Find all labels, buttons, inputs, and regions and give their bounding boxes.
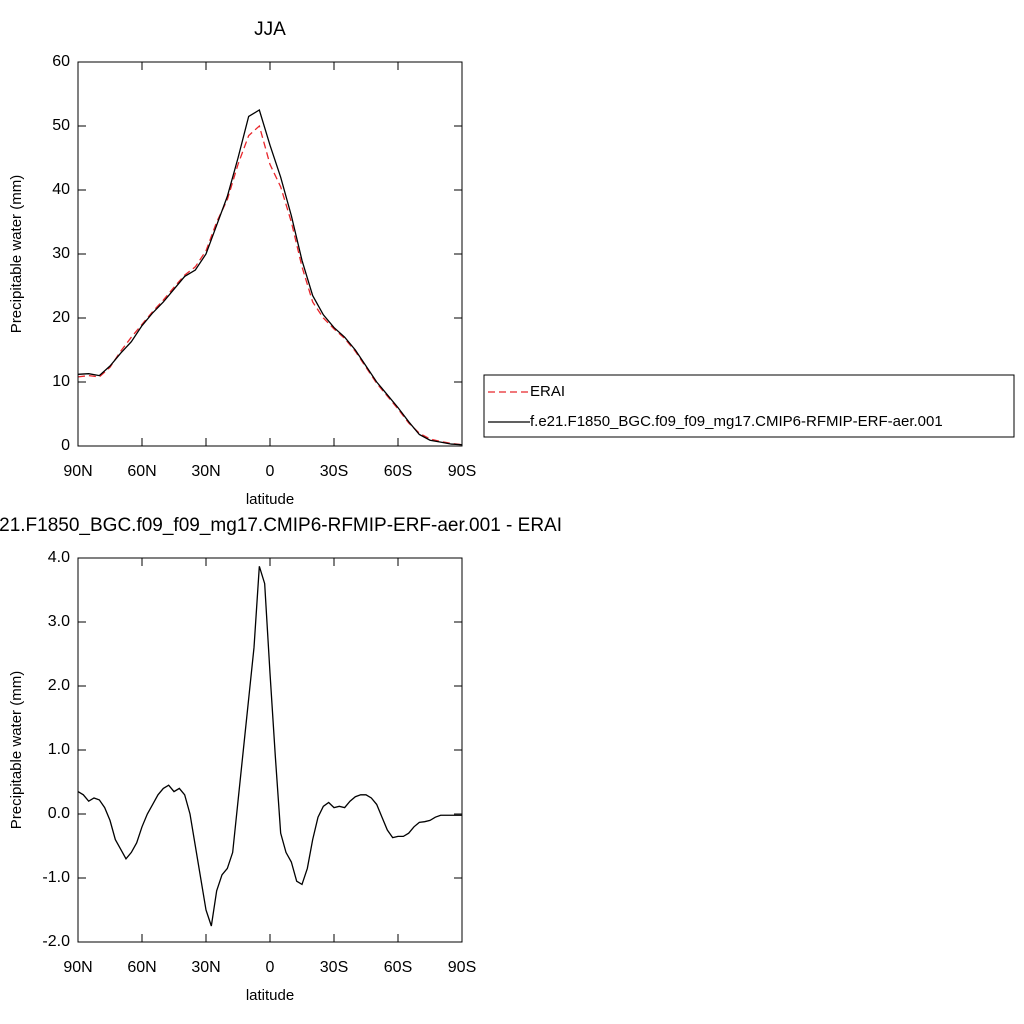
y-tick-label: 3.0 xyxy=(48,613,70,630)
x-tick-label: 60N xyxy=(127,959,156,976)
y-tick-label: -2.0 xyxy=(42,933,70,950)
y-tick-label: 0.0 xyxy=(48,805,70,822)
x-tick-label: 0 xyxy=(266,959,275,976)
y-tick-label: 40 xyxy=(52,181,70,198)
y-tick-label: 4.0 xyxy=(48,549,70,566)
y-axis-label: Precipitable water (mm) xyxy=(8,175,25,333)
y-tick-label: 2.0 xyxy=(48,677,70,694)
y-tick-label: 60 xyxy=(52,53,70,70)
chart-title: f.e21.F1850_BGC.f09_f09_mg17.CMIP6-RFMIP… xyxy=(0,515,562,536)
x-tick-label: 0 xyxy=(266,463,275,480)
x-tick-label: 60S xyxy=(384,463,412,480)
y-tick-label: 50 xyxy=(52,117,70,134)
x-tick-label: 60N xyxy=(127,463,156,480)
x-tick-label: 90N xyxy=(63,463,92,480)
y-tick-label: 30 xyxy=(52,245,70,262)
plot-frame xyxy=(77,557,463,943)
data-line xyxy=(77,109,463,446)
x-axis-label: latitude xyxy=(246,491,294,508)
y-tick-label: 0 xyxy=(61,437,70,454)
x-tick-label: 30N xyxy=(191,463,220,480)
y-tick-label: 10 xyxy=(52,373,70,390)
y-tick-label: 1.0 xyxy=(48,741,70,758)
y-tick-label: 20 xyxy=(52,309,70,326)
x-tick-label: 90S xyxy=(448,959,476,976)
legend-label: f.e21.F1850_BGC.f09_f09_mg17.CMIP6-RFMIP… xyxy=(530,413,943,430)
x-tick-label: 30N xyxy=(191,959,220,976)
x-tick-label: 90S xyxy=(448,463,476,480)
data-line xyxy=(77,566,462,927)
legend-box xyxy=(483,374,1015,438)
data-line xyxy=(77,124,463,446)
x-axis-label: latitude xyxy=(246,987,294,1004)
x-tick-label: 60S xyxy=(384,959,412,976)
x-tick-label: 30S xyxy=(320,959,348,976)
x-tick-label: 90N xyxy=(63,959,92,976)
legend-label: ERAI xyxy=(530,383,565,400)
y-axis-label: Precipitable water (mm) xyxy=(8,671,25,829)
chart-title: JJA xyxy=(254,19,286,40)
x-tick-label: 30S xyxy=(320,463,348,480)
plot-frame xyxy=(77,61,463,447)
y-tick-label: -1.0 xyxy=(42,869,70,886)
